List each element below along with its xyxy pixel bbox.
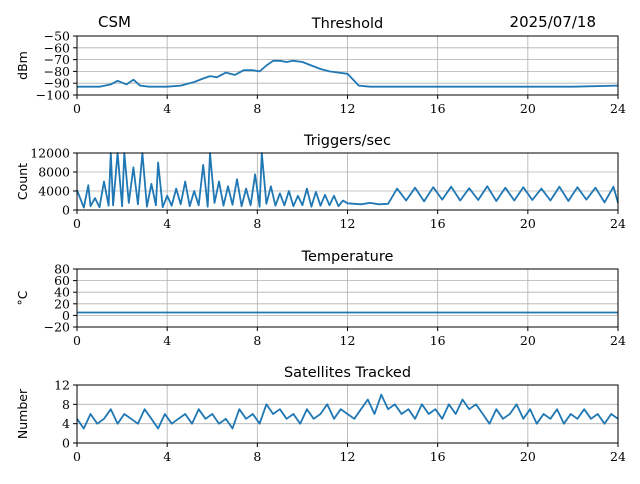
y-tick-label: −70 xyxy=(44,52,70,67)
x-tick-label: 4 xyxy=(163,101,171,116)
y-tick-label: −80 xyxy=(44,64,70,79)
x-tick-label: 0 xyxy=(73,216,81,231)
x-tick-label: 0 xyxy=(73,101,81,116)
satellites-tracked-title: Satellites Tracked xyxy=(284,365,411,381)
x-tick-label: 12 xyxy=(340,101,356,116)
x-tick-label: 8 xyxy=(253,101,261,116)
y-tick-label: 12 xyxy=(54,378,70,393)
satellites-tracked-chart: 0 4 8 12 16 20 24 0 4 8 12 Satellites Tracked Number xyxy=(15,365,626,464)
y-tick-label: 12000 xyxy=(30,146,70,161)
x-tick-label: 12 xyxy=(340,216,356,231)
x-tick-label: 24 xyxy=(610,333,626,348)
y-tick-label: 0 xyxy=(62,308,70,323)
triggers-sec-ylabel: Count xyxy=(15,163,30,200)
y-tick-label: 0 xyxy=(62,436,70,451)
satellites-tracked-series-line xyxy=(76,393,619,430)
y-tick-label: −90 xyxy=(44,76,70,91)
x-tick-label: 12 xyxy=(340,333,356,348)
date-label: 2025/07/18 xyxy=(509,13,596,31)
triggers-sec-title: Triggers/sec xyxy=(303,133,391,149)
temperature-title: Temperature xyxy=(301,249,394,265)
triggers-sec-series-line xyxy=(76,152,619,209)
x-tick-label: 20 xyxy=(520,216,536,231)
satellites-tracked-ylabel: Number xyxy=(15,388,30,439)
y-tick-label: −100 xyxy=(36,88,70,103)
triggers-sec-chart: 0 4 8 12 16 20 24 0 4000 8000 12000 Triggers/sec Cou… xyxy=(15,133,626,231)
x-tick-label: 20 xyxy=(520,101,536,116)
x-tick-label: 8 xyxy=(253,449,261,464)
threshold-chart: 0 4 8 12 16 20 24 −50−60−70−80−90−100 Threshold d… xyxy=(15,16,626,116)
x-tick-label: 16 xyxy=(430,333,446,348)
y-tick-label: 80 xyxy=(54,262,70,277)
y-tick-label: −20 xyxy=(44,320,70,335)
threshold-series-line xyxy=(77,59,619,88)
temperature-ylabel: °C xyxy=(15,290,30,305)
x-tick-label: 4 xyxy=(163,449,171,464)
threshold-ylabel: dBm xyxy=(15,51,30,80)
y-tick-label: 20 xyxy=(54,296,70,311)
x-tick-label: 16 xyxy=(430,101,446,116)
y-tick-label: 4000 xyxy=(38,184,70,199)
x-tick-label: 16 xyxy=(430,449,446,464)
x-tick-label: 8 xyxy=(253,216,261,231)
x-tick-label: 20 xyxy=(520,333,536,348)
y-tick-label: 0 xyxy=(62,203,70,218)
x-tick-label: 24 xyxy=(610,101,626,116)
x-tick-label: 8 xyxy=(253,333,261,348)
station-name: CSM xyxy=(98,13,131,31)
x-tick-label: 24 xyxy=(610,449,626,464)
y-tick-label: 40 xyxy=(54,285,70,300)
y-tick-label: 60 xyxy=(54,273,70,288)
y-tick-label: −50 xyxy=(44,29,70,44)
x-tick-label: 12 xyxy=(340,449,356,464)
y-tick-label: 8 xyxy=(62,397,70,412)
y-tick-label: −60 xyxy=(44,40,70,55)
x-tick-label: 20 xyxy=(520,449,536,464)
x-tick-label: 4 xyxy=(163,216,171,231)
x-tick-label: 0 xyxy=(73,449,81,464)
x-tick-label: 0 xyxy=(73,333,81,348)
x-tick-label: 16 xyxy=(430,216,446,231)
x-tick-label: 4 xyxy=(163,333,171,348)
x-tick-label: 24 xyxy=(610,216,626,231)
y-tick-label: 8000 xyxy=(38,165,70,180)
y-tick-label: 4 xyxy=(62,416,70,431)
threshold-title: Threshold xyxy=(311,16,383,32)
